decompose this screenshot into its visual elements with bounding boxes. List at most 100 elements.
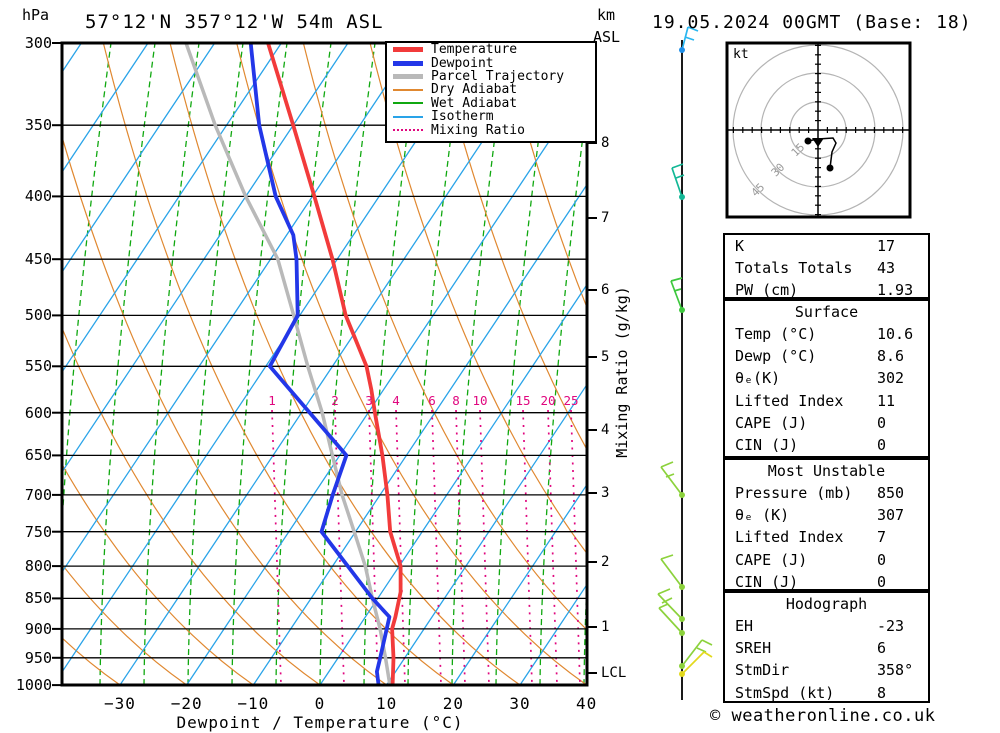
legend-label: Dewpoint bbox=[431, 55, 494, 71]
stats-row-value: 302 bbox=[877, 369, 905, 388]
stats-row-label: θₑ (K) bbox=[735, 506, 790, 525]
stats-box-hodograph: Hodograph EH -23 SREH 6 StmDir 358° StmSpd (kt)… bbox=[723, 591, 930, 703]
mixing-ratio-label: 8 bbox=[452, 393, 460, 408]
legend-row: Dewpoint bbox=[387, 55, 595, 71]
stats-row: Dewp (°C) 8.6 bbox=[725, 345, 928, 367]
temp-tick-label: 0 bbox=[314, 694, 326, 713]
stats-row-value: 17 bbox=[877, 237, 896, 255]
legend-label: Temperature bbox=[431, 42, 518, 58]
legend-row: Mixing Ratio bbox=[387, 122, 595, 138]
km-tick-label: 6 bbox=[601, 282, 610, 298]
storm-motion-marker bbox=[812, 138, 824, 147]
temp-tick-label: −20 bbox=[170, 694, 203, 713]
legend-row: Temperature bbox=[387, 43, 595, 56]
pressure-unit-label: hPa bbox=[22, 6, 50, 24]
km-tick-label: 1 bbox=[601, 619, 610, 635]
legend-box: Temperature Dewpoint Parcel Trajectory Dry … bbox=[385, 41, 597, 143]
stats-row-label: CIN (J) bbox=[735, 572, 799, 591]
stats-row-label: Pressure (mb) bbox=[735, 484, 853, 502]
pressure-tick-label: 600 bbox=[24, 403, 52, 422]
stats-row-label: Dewp (°C) bbox=[735, 347, 817, 366]
stats-row: Totals Totals 43 bbox=[725, 257, 928, 279]
legend-label: Mixing Ratio bbox=[431, 122, 525, 138]
km-tick-label: 4 bbox=[601, 422, 610, 438]
stats-row-label: Lifted Index bbox=[735, 528, 844, 547]
pressure-tick-label: 750 bbox=[24, 522, 52, 541]
stats-row-label: Lifted Index bbox=[735, 391, 844, 410]
stats-row: CAPE (J) 0 bbox=[725, 549, 928, 571]
stats-row-label: CIN (J) bbox=[735, 435, 799, 454]
stats-row-value: 6 bbox=[877, 639, 887, 658]
stats-row: PW (cm) 1.93 bbox=[725, 279, 928, 301]
stats-row-value: 7 bbox=[877, 528, 887, 547]
stats-row-value: 8 bbox=[877, 683, 887, 702]
legend-label: Wet Adiabat bbox=[431, 95, 518, 111]
stats-row-value: 1.93 bbox=[877, 281, 914, 300]
dewpoint-curve bbox=[248, 43, 392, 685]
stats-row-value: 307 bbox=[877, 506, 905, 525]
mixing-ratio-axis-title: Mixing Ratio (g/kg) bbox=[613, 286, 631, 458]
km-tick-label: LCL bbox=[601, 665, 627, 681]
stats-row: EH -23 bbox=[725, 615, 928, 637]
stats-row-label: EH bbox=[735, 617, 754, 635]
mixing-ratio-label: 20 bbox=[540, 393, 556, 408]
stats-row-value: 0 bbox=[877, 550, 887, 569]
pressure-tick-label: 850 bbox=[24, 589, 52, 608]
stats-row: θₑ (K) 307 bbox=[725, 504, 928, 526]
stats-box-indices: K 17 Totals Totals 43 PW (cm) 1.93 bbox=[723, 233, 930, 299]
stats-row: Lifted Index 11 bbox=[725, 390, 928, 412]
pressure-tick-label: 450 bbox=[24, 250, 52, 269]
stats-row-label: Totals Totals bbox=[735, 259, 853, 278]
stats-row-value: -23 bbox=[877, 617, 905, 635]
legend-line-sample bbox=[393, 73, 423, 79]
legend-row: Parcel Trajectory bbox=[387, 70, 595, 83]
pressure-tick-label: 400 bbox=[24, 187, 52, 206]
stats-row-label: Temp (°C) bbox=[735, 325, 817, 343]
legend-line-sample bbox=[393, 47, 423, 53]
stats-row: StmSpd (kt) 8 bbox=[725, 682, 928, 704]
mixing-ratio-label: 6 bbox=[428, 393, 436, 408]
pressure-tick-label: 350 bbox=[24, 116, 52, 135]
stats-row: K 17 bbox=[725, 235, 928, 257]
stats-row-value: 10.6 bbox=[877, 325, 914, 343]
stats-row: SREH 6 bbox=[725, 637, 928, 659]
pressure-tick-label: 800 bbox=[24, 557, 52, 576]
stats-row: Lifted Index 7 bbox=[725, 526, 928, 548]
legend-label: Parcel Trajectory bbox=[431, 68, 565, 84]
km-axis-label: km bbox=[597, 6, 616, 24]
stats-row-value: 0 bbox=[877, 413, 887, 432]
asl-axis-label: ASL bbox=[593, 28, 621, 46]
km-tick-label: 5 bbox=[601, 349, 610, 365]
copyright-label: © weatheronline.co.uk bbox=[710, 706, 936, 726]
dry-adiabat-lines bbox=[62, 43, 587, 685]
temp-tick-label: 10 bbox=[376, 694, 398, 713]
km-tick-label: 8 bbox=[601, 135, 610, 151]
stats-row-value: 8.6 bbox=[877, 347, 905, 366]
stats-row-label: K bbox=[735, 237, 745, 255]
pressure-tick-label: 300 bbox=[24, 34, 52, 52]
legend-line-sample bbox=[393, 115, 423, 118]
stats-row: θₑ(K) 302 bbox=[725, 367, 928, 389]
legend-line-sample bbox=[393, 88, 423, 91]
temperature-curve bbox=[266, 43, 403, 685]
plot-frame bbox=[60, 41, 589, 687]
pressure-tick-label: 1000 bbox=[15, 676, 52, 695]
station-title: 57°12'N 357°12'W 54m ASL bbox=[85, 11, 384, 33]
parcel-trajectory-curve bbox=[184, 43, 392, 685]
km-axis-ticks bbox=[587, 142, 597, 674]
temp-tick-label: 20 bbox=[442, 694, 464, 713]
stats-row-label: CAPE (J) bbox=[735, 413, 808, 432]
hodograph-plot bbox=[725, 41, 912, 219]
mixing-ratio-label: 2 bbox=[331, 393, 339, 408]
km-tick-label: 7 bbox=[601, 210, 610, 226]
stats-row-value: 0 bbox=[877, 572, 887, 591]
mixing-ratio-label: 10 bbox=[472, 393, 488, 408]
legend-row: Wet Adiabat bbox=[387, 97, 595, 110]
mixing-ratio-label: 25 bbox=[563, 393, 579, 408]
pressure-gridlines bbox=[62, 124, 587, 685]
pressure-axis-ticks bbox=[52, 42, 62, 687]
mixing-ratio-label: 1 bbox=[268, 393, 276, 408]
temp-tick-label: 30 bbox=[509, 694, 531, 713]
